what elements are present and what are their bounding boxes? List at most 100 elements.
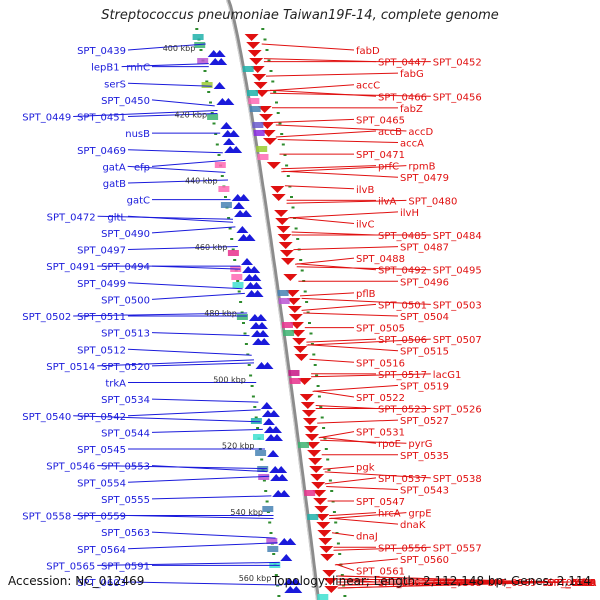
gene-label-left[interactable]: SPT_0502 <box>22 312 71 323</box>
gene-label-right[interactable]: SPT_0576 <box>547 578 596 589</box>
gene-label-right[interactable]: fabG <box>400 69 424 80</box>
gene-label-left[interactable]: SPT_0490 <box>101 229 150 240</box>
gene-label-right[interactable]: SPT_0485 <box>378 231 427 242</box>
gene-label-right[interactable]: SPT_0503 <box>433 300 482 311</box>
gene-label-right[interactable]: infB <box>572 578 592 589</box>
gene-label-right[interactable]: SPT_0537 <box>378 474 427 485</box>
gene-label-left[interactable]: SPT_0540 <box>22 412 71 423</box>
gene-label-left[interactable]: SPT_0534 <box>101 395 150 406</box>
gene-label-right[interactable]: accA <box>400 139 424 150</box>
gene-label-right[interactable]: pgk <box>356 462 375 473</box>
gene-label-right[interactable]: SPT_0526 <box>433 405 482 416</box>
gene-label-left[interactable]: SPT_0500 <box>101 295 150 306</box>
gene-label-right[interactable]: SPT_0543 <box>400 485 449 496</box>
gene-label-right[interactable]: SPT_0504 <box>400 312 449 323</box>
gene-label-right[interactable]: SPT_0488 <box>356 254 405 265</box>
gene-label-right[interactable]: SPT_0501 <box>378 300 427 311</box>
gene-label-right[interactable]: SPT_0560 <box>400 555 449 566</box>
gene-label-left[interactable]: SPT_0512 <box>77 345 126 356</box>
gene-label-left[interactable]: SPT_0563 <box>101 528 150 539</box>
gene-label-right[interactable]: rbfA <box>572 578 593 589</box>
gene-label-right[interactable]: SPT_0579 <box>547 578 596 589</box>
gene-label-right[interactable]: dnaK <box>400 520 426 531</box>
gene-label-left[interactable]: SPT_0499 <box>77 279 126 290</box>
gene-label-right[interactable]: SPT_0527 <box>400 416 449 427</box>
gene-label-right[interactable]: accC <box>356 81 380 92</box>
gene-label-right[interactable]: SPT_0479 <box>400 173 449 184</box>
gene-label-left[interactable]: SPT_0591 <box>101 561 150 572</box>
gene-label-right[interactable]: hrcA <box>378 509 401 520</box>
gene-label-right[interactable]: SPT_0465 <box>356 115 405 126</box>
gene-label-right[interactable]: SPT_0495 <box>433 266 482 277</box>
gene-label-left[interactable]: SPT_0553 <box>101 462 150 473</box>
gene-label-left[interactable]: SPT_0564 <box>77 545 126 556</box>
gene-label-right[interactable]: SPT_0523 <box>378 405 427 416</box>
gene-label-left[interactable]: SPT_0554 <box>77 478 126 489</box>
gene-label-right[interactable]: SPT_0516 <box>356 358 405 369</box>
gene-label-right[interactable]: SPT_0471 <box>356 150 405 161</box>
gene-label-right[interactable]: SPT_0538 <box>433 474 482 485</box>
gene-label-right[interactable]: SPT_0522 <box>356 393 405 404</box>
gene-label-left[interactable]: SPT_0514 <box>46 362 95 373</box>
gene-label-right[interactable]: SPT_0568 <box>433 578 482 589</box>
gene-label-left[interactable]: SPT_0545 <box>77 445 126 456</box>
gene-label-right[interactable]: SPT_0515 <box>400 347 449 358</box>
gene-label-left[interactable]: SPT_0546 <box>46 462 95 473</box>
gene-label-right[interactable]: ilvB <box>356 185 374 196</box>
gene-label-right[interactable]: trmB <box>572 578 597 589</box>
gene-label-left[interactable]: SPT_0565 <box>46 561 95 572</box>
gene-label-right[interactable]: ilvC <box>356 219 374 230</box>
gene-label-right[interactable]: rpoE <box>378 439 401 450</box>
gene-label-right[interactable]: SPT_0480 <box>408 196 457 207</box>
gene-label-right[interactable]: SPT_0447 <box>378 58 427 69</box>
gene-label-right[interactable]: accD <box>408 127 433 138</box>
gene-label-left[interactable]: SPT_0513 <box>101 329 150 340</box>
gene-label-right[interactable]: SPT_0535 <box>400 451 449 462</box>
gene-label-right[interactable]: SPT_0561 <box>356 566 405 577</box>
gene-label-left[interactable]: SPT_0511 <box>77 312 126 323</box>
gene-label-left[interactable]: gltL <box>107 212 126 223</box>
gene-label-right[interactable]: rpmB <box>408 162 435 173</box>
gene-label-left[interactable]: SPT_0451 <box>77 113 126 124</box>
gene-label-left[interactable]: SPT_0469 <box>77 146 126 157</box>
gene-label-right[interactable]: pyrG <box>408 439 432 450</box>
gene-label-left[interactable]: serS <box>104 79 126 90</box>
gene-label-left[interactable]: SPT_0449 <box>22 113 71 124</box>
gene-label-right[interactable]: SPT_0456 <box>433 92 482 103</box>
gene-label-left[interactable]: gatA <box>102 162 125 173</box>
gene-label-right[interactable]: SPT_0507 <box>433 335 482 346</box>
gene-label-left[interactable]: trkA <box>105 379 126 390</box>
gene-label-right[interactable]: SPT_0557 <box>433 543 482 554</box>
gene-label-right[interactable]: SPT_0580 <box>547 578 596 589</box>
gene-label-right[interactable]: SPT_0562 <box>378 578 427 589</box>
gene-label-right[interactable]: SPT_0531 <box>356 428 405 439</box>
gene-label-left[interactable]: SPT_0491 <box>46 262 95 273</box>
gene-label-right[interactable]: SPT_0569 <box>488 578 537 589</box>
gene-label-right[interactable]: SPT_0496 <box>400 277 449 288</box>
gene-label-right[interactable]: SPT_0484 <box>433 231 482 242</box>
gene-label-right[interactable]: SPT_0452 <box>433 58 482 69</box>
gene-label-right[interactable]: SPT_0517 <box>378 370 427 381</box>
gene-label-right[interactable]: grpE <box>408 509 431 520</box>
gene-label-right[interactable]: SPT_0506 <box>378 335 427 346</box>
gene-label-right[interactable]: lacG1 <box>433 370 462 381</box>
gene-label-right[interactable]: SPT_0547 <box>356 497 405 508</box>
gene-label-left[interactable]: SPT_0555 <box>101 495 150 506</box>
gene-label-left[interactable]: SPT_0472 <box>47 212 96 223</box>
gene-label-right[interactable]: SPT_0519 <box>400 381 449 392</box>
gene-label-left[interactable]: SPT_0542 <box>77 412 126 423</box>
gene-label-right[interactable]: prfC <box>378 162 399 173</box>
gene-label-left[interactable]: SPT_0558 <box>22 512 71 523</box>
gene-label-left[interactable]: SPT_0450 <box>101 96 150 107</box>
gene-label-right[interactable]: fabD <box>356 46 380 57</box>
gene-label-right[interactable]: SPT_0556 <box>378 543 427 554</box>
gene-label-right[interactable]: SPT_0466 <box>378 92 427 103</box>
gene-label-right[interactable]: ilvH <box>400 208 419 219</box>
gene-label-right[interactable]: ilvA <box>378 196 396 207</box>
gene-label-left[interactable]: gatC <box>127 196 150 207</box>
gene-label-right[interactable]: pflB <box>356 289 376 300</box>
gene-label-left[interactable]: SPT_0494 <box>101 262 150 273</box>
gene-label-left[interactable]: SPT_0603 <box>77 578 126 589</box>
gene-label-right[interactable]: nusA <box>572 578 597 589</box>
